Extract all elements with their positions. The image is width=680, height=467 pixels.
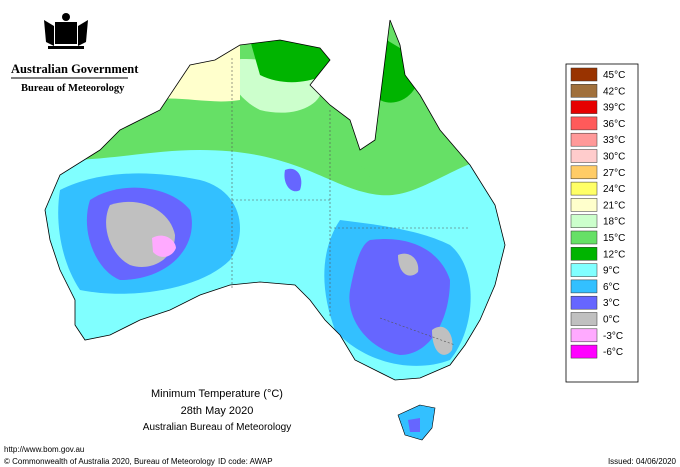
- legend-swatch: [570, 149, 598, 163]
- legend-label: 15°C: [603, 233, 625, 244]
- legend-label: 36°C: [603, 119, 625, 130]
- legend-swatch: [570, 312, 598, 326]
- coastline: [44, 19, 506, 381]
- coat-of-arms: [44, 13, 88, 49]
- legend-swatch: [570, 67, 598, 82]
- legend-label: 30°C: [603, 152, 625, 163]
- legend-swatch: [570, 279, 598, 294]
- date: 28th May 2020: [181, 405, 254, 417]
- legend-label: 21°C: [603, 200, 625, 211]
- legend: 45°C 42°C 39°C 36°C 33°C 30°C 27°C 24°C 21°C 18°C…: [565, 63, 639, 383]
- legend-label: 9°C: [603, 266, 620, 277]
- legend-label: 42°C: [603, 86, 625, 97]
- copyright: © Commonwealth of Australia 2020, Bureau…: [4, 457, 215, 466]
- agency-name: Bureau of Meteorology: [21, 83, 125, 94]
- legend-swatch: [570, 84, 598, 98]
- url: http://www.bom.gov.au: [4, 445, 84, 454]
- title: Minimum Temperature (°C): [151, 388, 283, 400]
- legend-swatch: [570, 181, 598, 196]
- legend-swatch: [570, 116, 598, 131]
- legend-swatch: [570, 230, 598, 245]
- legend-swatch: [570, 247, 598, 261]
- government-name: Australian Government: [11, 62, 139, 76]
- legend-swatch: [570, 328, 598, 343]
- legend-swatch: [570, 214, 598, 228]
- legend-label: 12°C: [603, 249, 625, 260]
- id-code: ID code: AWAP: [218, 457, 273, 466]
- legend-label: 6°C: [603, 282, 620, 293]
- legend-label: 18°C: [603, 217, 625, 228]
- legend-label: 45°C: [603, 70, 625, 81]
- legend-swatch: [570, 263, 598, 277]
- legend-label: 3°C: [603, 298, 620, 309]
- legend-label: -3°C: [603, 331, 623, 342]
- tasmania-cold: [408, 418, 420, 432]
- legend-swatch: [570, 344, 598, 359]
- legend-label: 24°C: [603, 184, 625, 195]
- source: Australian Bureau of Meteorology: [143, 422, 291, 433]
- legend-swatch: [570, 295, 598, 310]
- legend-swatch: [570, 165, 598, 180]
- legend-swatch: [570, 132, 598, 147]
- legend-label: -6°C: [603, 347, 623, 358]
- legend-label: 39°C: [603, 103, 625, 114]
- legend-label: 33°C: [603, 135, 625, 146]
- legend-swatch: [570, 198, 598, 212]
- state-borders: [231, 58, 470, 346]
- legend-label: 0°C: [603, 315, 620, 326]
- legend-label: 27°C: [603, 168, 625, 179]
- legend-swatch: [570, 100, 598, 114]
- issued: Issued: 04/06/2020: [608, 457, 677, 466]
